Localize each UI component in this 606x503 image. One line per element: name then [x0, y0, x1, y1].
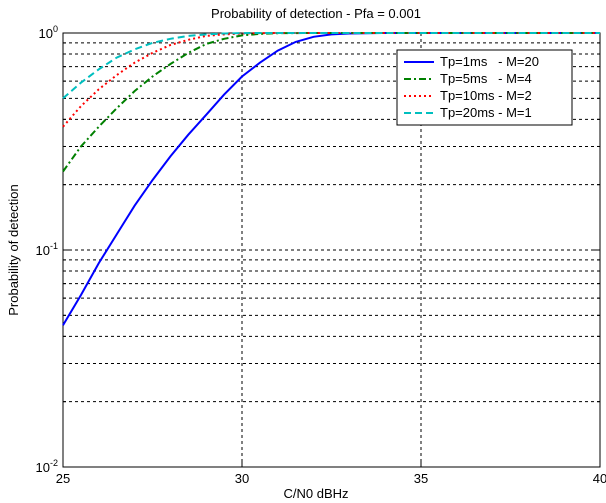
y-tick-label: 100	[39, 24, 58, 41]
x-tick-label: 40	[593, 471, 606, 486]
y-tick-label: 10-1	[36, 241, 58, 258]
x-tick-label: 25	[56, 471, 70, 486]
axis-ticks: 25 30 35 40 10-2 10-1 100	[36, 24, 606, 486]
y-tick-label: 10-2	[36, 458, 58, 475]
y-axis-label: Probability of detection	[6, 184, 21, 316]
series-line-4	[62, 32, 600, 100]
legend-label-1: Tp=1ms - M=20	[440, 54, 539, 69]
legend-label-4: Tp=20ms - M=1	[440, 105, 532, 120]
series	[62, 32, 600, 326]
x-tick-label: 35	[414, 471, 428, 486]
legend-label-3: Tp=10ms - M=2	[440, 88, 532, 103]
legend: Tp=1ms - M=20 Tp=5ms - M=4 Tp=10ms - M=2 Tp…	[396, 49, 573, 126]
legend-label-2: Tp=5ms - M=4	[440, 71, 532, 86]
series-line-2	[62, 32, 600, 173]
chart-title: Probability of detection - Pfa = 0.001	[211, 6, 421, 21]
x-tick-label: 30	[235, 471, 249, 486]
x-axis-label: C/N0 dBHz	[283, 486, 348, 501]
